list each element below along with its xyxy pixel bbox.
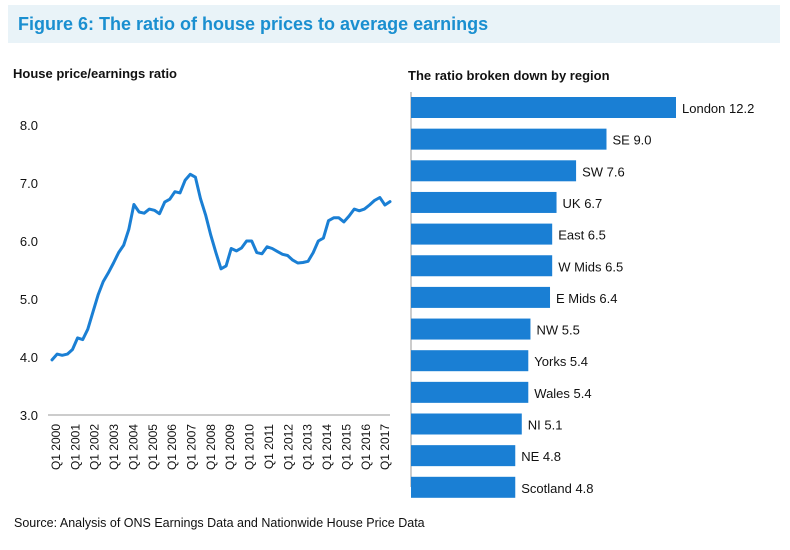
x-tick-label: Q1 2017 [378,424,392,470]
x-tick-label: Q1 2003 [107,424,121,470]
figure-title: Figure 6: The ratio of house prices to a… [18,14,489,34]
y-tick-label: 5.0 [20,292,38,307]
y-tick-label: 6.0 [20,234,38,249]
bar-label: UK 6.7 [563,196,603,211]
bar-yorks [411,350,529,372]
bar-east [411,223,553,245]
x-tick-label: Q1 2014 [320,424,334,470]
y-tick-label: 8.0 [20,118,38,133]
figure-title-bar: Figure 6: The ratio of house prices to a… [8,5,780,43]
bar-sw [411,160,577,182]
bar-label: Wales 5.4 [534,386,591,401]
bar-w-mids [411,255,553,277]
bar-label: East 6.5 [558,228,606,243]
x-tick-label: Q1 2002 [88,424,102,470]
x-tick-label: Q1 2005 [146,424,160,470]
bar-ni [411,413,522,435]
x-tick-label: Q1 2011 [262,424,276,469]
bar-label: W Mids 6.5 [558,259,623,274]
x-tick-label: Q1 2016 [359,424,373,470]
x-tick-label: Q1 2015 [339,424,353,470]
x-tick-label: Q1 2006 [165,424,179,470]
y-tick-label: 7.0 [20,176,38,191]
x-tick-label: Q1 2007 [185,424,199,470]
ratio-line-series [50,172,392,362]
bar-chart-title: The ratio broken down by region [408,68,610,83]
y-tick-label: 4.0 [20,350,38,365]
bar-uk [411,191,557,213]
bar-scotland [411,476,516,498]
bar-chart: London 12.2 SE 9.0 SW 7.6 UK 6.7 East 6.5 W M… [410,92,754,498]
bar-e-mids [411,286,551,308]
x-tick-label: Q1 2013 [301,424,315,470]
x-tick-label: Q1 2004 [126,424,140,470]
bar-label: London 12.2 [682,101,754,116]
bar-london [411,97,676,118]
bar-label: SE 9.0 [612,133,651,148]
x-tick-label: Q1 2012 [281,424,295,470]
bar-nw [411,318,531,340]
bar-label: E Mids 6.4 [556,291,617,306]
bar-wales [411,381,529,403]
bar-ne [411,445,516,467]
bar-label: NI 5.1 [528,418,563,433]
x-tick-label: Q1 2008 [204,424,218,470]
line-chart-title: House price/earnings ratio [13,66,177,81]
x-tick-label: Q1 2001 [68,424,82,470]
y-tick-label: 3.0 [20,408,38,423]
bar-label: SW 7.6 [582,164,625,179]
bar-label: Scotland 4.8 [521,481,593,496]
x-tick-label: Q1 2000 [49,424,63,470]
bar-label: NW 5.5 [536,323,579,338]
bar-se [411,128,607,150]
x-tick-label: Q1 2009 [223,424,237,470]
x-tick-label: Q1 2010 [243,424,257,470]
bar-label: Yorks 5.4 [534,354,588,369]
line-chart: 8.0 7.0 6.0 5.0 4.0 3.0 Q1 2000 Q1 2001 Q1 2002 Q… [20,118,392,470]
source-note: Source: Analysis of ONS Earnings Data an… [14,516,425,530]
bar-label: NE 4.8 [521,449,561,464]
